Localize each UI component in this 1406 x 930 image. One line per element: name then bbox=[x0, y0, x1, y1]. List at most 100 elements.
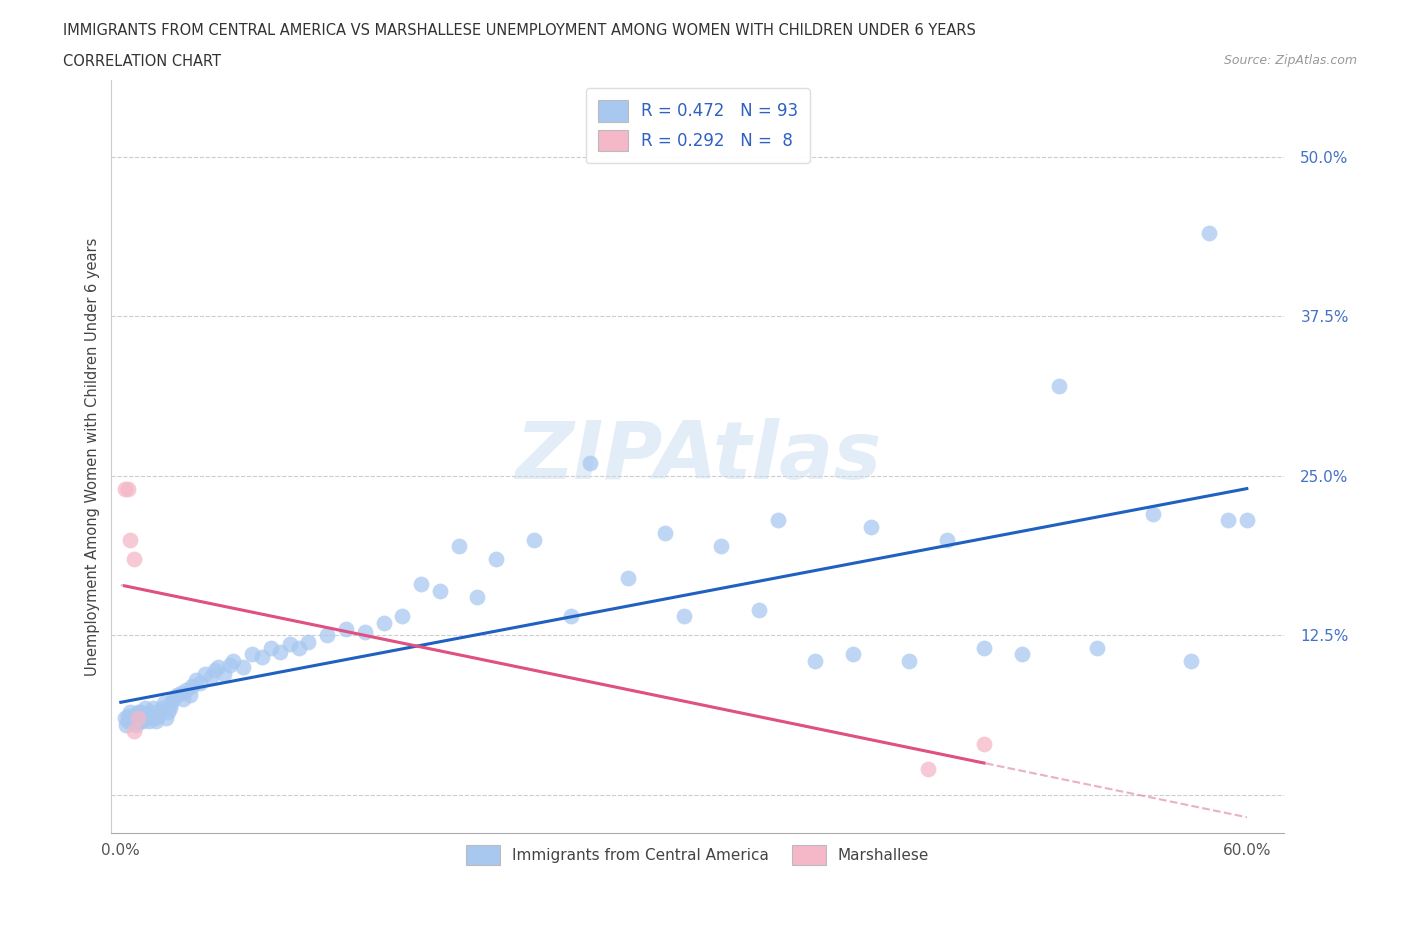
Point bbox=[122, 709, 145, 724]
Point bbox=[1198, 226, 1220, 241]
Point bbox=[447, 538, 470, 553]
Point bbox=[142, 700, 165, 715]
Point bbox=[122, 713, 145, 728]
Point bbox=[1047, 379, 1070, 394]
Point bbox=[149, 705, 172, 720]
Point bbox=[373, 615, 395, 630]
Point bbox=[1236, 513, 1258, 528]
Point bbox=[120, 713, 142, 728]
Point bbox=[136, 711, 159, 725]
Point bbox=[560, 609, 582, 624]
Point bbox=[148, 709, 170, 724]
Text: ZIPAtlas: ZIPAtlas bbox=[515, 418, 882, 496]
Point bbox=[1011, 647, 1033, 662]
Point bbox=[114, 711, 136, 725]
Point bbox=[467, 590, 489, 604]
Point bbox=[841, 647, 863, 662]
Point bbox=[222, 654, 245, 669]
Point bbox=[278, 637, 301, 652]
Point bbox=[127, 705, 149, 720]
Point bbox=[122, 551, 145, 566]
Point bbox=[162, 692, 184, 707]
Point bbox=[204, 662, 226, 677]
Point bbox=[218, 658, 240, 672]
Point bbox=[269, 644, 291, 659]
Point bbox=[127, 711, 149, 725]
Point bbox=[766, 513, 789, 528]
Y-axis label: Unemployment Among Women with Children Under 6 years: Unemployment Among Women with Children U… bbox=[86, 237, 100, 676]
Point bbox=[121, 711, 143, 725]
Point bbox=[1085, 641, 1108, 656]
Point bbox=[1142, 507, 1164, 522]
Point bbox=[523, 532, 546, 547]
Point bbox=[132, 711, 155, 725]
Point bbox=[120, 532, 142, 547]
Point bbox=[212, 666, 235, 681]
Point bbox=[1180, 654, 1202, 669]
Point bbox=[616, 570, 638, 585]
Text: Source: ZipAtlas.com: Source: ZipAtlas.com bbox=[1223, 54, 1357, 67]
Point bbox=[153, 696, 176, 711]
Point bbox=[917, 762, 939, 777]
Point bbox=[172, 692, 194, 707]
Point bbox=[207, 659, 229, 674]
Point bbox=[114, 481, 136, 496]
Point bbox=[125, 711, 148, 725]
Point bbox=[128, 713, 150, 728]
Point bbox=[1216, 513, 1239, 528]
Point bbox=[973, 737, 995, 751]
Point bbox=[188, 675, 211, 690]
Point bbox=[288, 641, 311, 656]
Point bbox=[748, 603, 770, 618]
Point bbox=[297, 634, 319, 649]
Point bbox=[429, 583, 451, 598]
Point bbox=[155, 711, 177, 725]
Point bbox=[128, 711, 150, 725]
Point bbox=[973, 641, 995, 656]
Point bbox=[194, 666, 217, 681]
Point bbox=[200, 670, 222, 684]
Point bbox=[672, 609, 695, 624]
Point bbox=[132, 713, 155, 728]
Text: CORRELATION CHART: CORRELATION CHART bbox=[63, 54, 221, 69]
Point bbox=[860, 519, 883, 534]
Point bbox=[316, 628, 339, 643]
Point bbox=[485, 551, 508, 566]
Point bbox=[131, 705, 153, 720]
Point bbox=[134, 700, 156, 715]
Point bbox=[391, 609, 413, 624]
Point bbox=[409, 577, 432, 591]
Point bbox=[353, 624, 375, 639]
Point bbox=[184, 672, 207, 687]
Point bbox=[117, 709, 139, 724]
Point bbox=[898, 654, 921, 669]
Point bbox=[138, 713, 160, 728]
Point bbox=[139, 705, 162, 720]
Point bbox=[115, 717, 138, 732]
Point bbox=[143, 711, 166, 725]
Point bbox=[179, 688, 201, 703]
Point bbox=[260, 641, 283, 656]
Point bbox=[579, 456, 602, 471]
Legend: Immigrants from Central America, Marshallese: Immigrants from Central America, Marshal… bbox=[460, 839, 935, 870]
Point bbox=[935, 532, 957, 547]
Point bbox=[804, 654, 827, 669]
Point bbox=[240, 647, 263, 662]
Point bbox=[117, 481, 139, 496]
Point bbox=[117, 713, 139, 728]
Point bbox=[166, 688, 188, 703]
Point bbox=[710, 538, 733, 553]
Point bbox=[335, 621, 357, 636]
Point bbox=[156, 705, 179, 720]
Point bbox=[145, 713, 167, 728]
Point bbox=[232, 659, 254, 674]
Point bbox=[125, 717, 148, 732]
Point bbox=[120, 705, 142, 720]
Point bbox=[159, 700, 181, 715]
Point bbox=[127, 713, 149, 728]
Point bbox=[122, 724, 145, 738]
Point bbox=[250, 649, 273, 664]
Point bbox=[128, 709, 150, 724]
Point bbox=[138, 709, 160, 724]
Point bbox=[150, 700, 173, 715]
